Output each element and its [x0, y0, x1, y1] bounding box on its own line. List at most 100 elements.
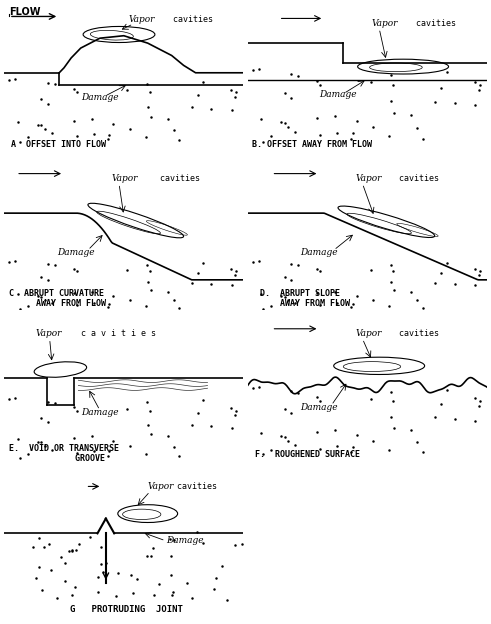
Point: [188, 593, 196, 603]
Point: [5, 75, 13, 85]
Point: [168, 590, 176, 600]
Point: [114, 568, 122, 578]
Point: [288, 69, 296, 79]
Point: [471, 264, 479, 274]
Point: [258, 289, 266, 299]
Text: Damage: Damage: [300, 248, 338, 257]
Point: [106, 130, 113, 140]
Text: Vapor: Vapor: [372, 19, 398, 28]
Point: [390, 108, 398, 118]
Point: [5, 394, 13, 404]
Point: [476, 266, 484, 276]
Point: [408, 425, 415, 435]
Point: [451, 99, 459, 109]
Point: [443, 67, 451, 77]
Point: [188, 420, 196, 430]
Point: [24, 132, 31, 142]
Point: [33, 437, 41, 447]
Point: [419, 134, 427, 144]
Point: [317, 396, 325, 406]
Point: [143, 79, 151, 89]
Point: [333, 298, 341, 308]
Point: [97, 542, 105, 552]
Point: [408, 287, 415, 297]
Point: [267, 132, 275, 142]
Point: [353, 291, 360, 301]
Point: [73, 406, 81, 416]
Point: [199, 77, 207, 87]
Point: [292, 298, 300, 308]
Text: cavities: cavities: [172, 482, 217, 491]
Point: [45, 540, 53, 550]
Point: [281, 432, 289, 442]
Point: [142, 551, 150, 561]
Text: cavities: cavities: [393, 329, 438, 338]
Point: [146, 406, 154, 416]
Point: [389, 80, 397, 90]
Point: [248, 256, 256, 266]
Point: [248, 65, 256, 75]
Point: [387, 69, 395, 79]
Point: [313, 288, 321, 298]
Point: [287, 409, 295, 419]
Point: [349, 129, 357, 139]
Point: [314, 263, 322, 273]
Point: [316, 300, 324, 310]
Point: [193, 90, 201, 100]
Point: [106, 299, 113, 309]
Point: [73, 448, 81, 458]
Point: [408, 110, 415, 120]
Point: [88, 114, 96, 124]
Point: [333, 128, 341, 138]
Text: Vapor: Vapor: [112, 174, 138, 183]
Point: [146, 266, 154, 276]
Point: [199, 538, 207, 548]
Point: [88, 287, 96, 297]
Point: [471, 77, 479, 87]
Point: [38, 120, 46, 130]
Point: [369, 436, 377, 446]
Point: [255, 256, 263, 266]
Text: FLOW: FLOW: [9, 7, 40, 17]
Point: [14, 117, 22, 127]
Point: [277, 117, 285, 127]
Point: [35, 562, 43, 572]
Text: F.  ROUGHENED SURFACE: F. ROUGHENED SURFACE: [255, 451, 360, 459]
Point: [41, 124, 49, 134]
Point: [11, 74, 19, 84]
Point: [210, 584, 218, 594]
Point: [387, 412, 395, 422]
Point: [109, 291, 117, 301]
Point: [188, 102, 196, 112]
Point: [267, 301, 275, 311]
Point: [155, 579, 163, 589]
Point: [48, 298, 56, 308]
Point: [94, 587, 102, 597]
Text: Vapor: Vapor: [355, 329, 382, 338]
Point: [164, 114, 172, 124]
Point: [170, 295, 178, 305]
Point: [437, 83, 445, 93]
Point: [451, 414, 459, 424]
Point: [432, 278, 439, 288]
Text: E.  VOID OR TRANSVERSE: E. VOID OR TRANSVERSE: [9, 444, 119, 453]
Text: cavities: cavities: [411, 19, 457, 28]
Point: [208, 104, 216, 114]
Point: [471, 100, 479, 110]
Point: [70, 116, 78, 126]
Point: [193, 268, 201, 278]
Text: Damage: Damage: [165, 536, 203, 545]
Point: [90, 129, 98, 139]
Point: [228, 423, 236, 433]
Point: [281, 291, 289, 301]
Point: [443, 258, 451, 268]
Point: [51, 79, 59, 89]
Point: [70, 263, 78, 273]
Point: [218, 561, 225, 571]
Point: [267, 445, 275, 455]
Point: [40, 542, 48, 552]
Point: [413, 295, 421, 305]
Point: [227, 85, 235, 95]
Point: [385, 301, 393, 311]
Point: [70, 84, 78, 94]
